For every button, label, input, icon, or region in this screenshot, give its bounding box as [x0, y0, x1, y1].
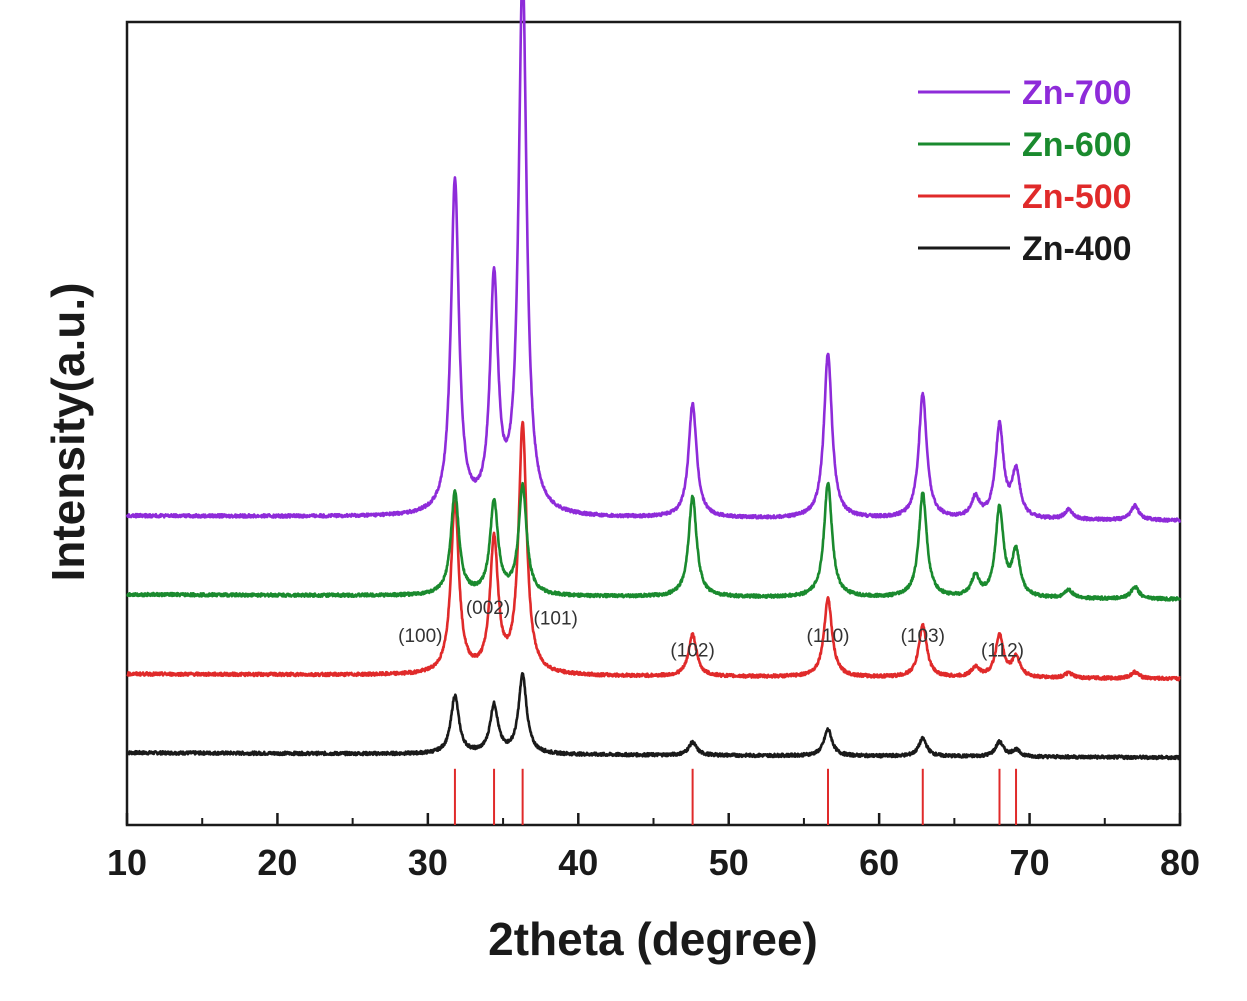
legend-label: Zn-700: [1022, 74, 1132, 112]
legend: Zn-700 Zn-600 Zn-500 Zn-400: [918, 74, 1132, 268]
peak-annotation: (002): [466, 598, 510, 619]
peak-annotation: (112): [981, 640, 1024, 661]
x-tick-label: 20: [257, 842, 297, 883]
series-line-zn-400: [126, 672, 1181, 761]
peak-annotation: (101): [534, 608, 578, 629]
plot-area: (100) (002) (101) (102) (110) (103) (112): [125, 0, 1182, 827]
legend-label: Zn-400: [1022, 230, 1132, 268]
peak-annotation: (103): [901, 626, 945, 647]
x-tick-label: 60: [859, 842, 899, 883]
series-line-zn-500: [126, 420, 1181, 682]
x-tick-label: 30: [408, 842, 448, 883]
legend-label: Zn-500: [1022, 178, 1132, 216]
series-line-zn-700: [125, 0, 1182, 523]
x-axis-title: 2theta (degree): [488, 913, 818, 965]
x-tick-label: 80: [1160, 842, 1200, 883]
legend-label: Zn-600: [1022, 126, 1132, 164]
x-tick-label: 10: [107, 842, 147, 883]
peak-annotation: (100): [398, 626, 442, 647]
x-tick-label: 40: [558, 842, 598, 883]
annotation-layer: (100) (002) (101) (102) (110) (103) (112): [398, 598, 1024, 662]
series-line-zn-600: [126, 481, 1182, 602]
reference-lines: [453, 768, 1018, 825]
x-tick-label: 70: [1010, 842, 1050, 883]
x-tick-label: 50: [709, 842, 749, 883]
x-axis: 10 20 30 40 50 60 70 80: [107, 813, 1200, 883]
peak-annotation: (110): [807, 626, 850, 647]
peak-annotation: (102): [670, 640, 714, 661]
y-axis-title: Intensity(a.u.): [42, 282, 94, 581]
series-layer: [125, 0, 1182, 761]
